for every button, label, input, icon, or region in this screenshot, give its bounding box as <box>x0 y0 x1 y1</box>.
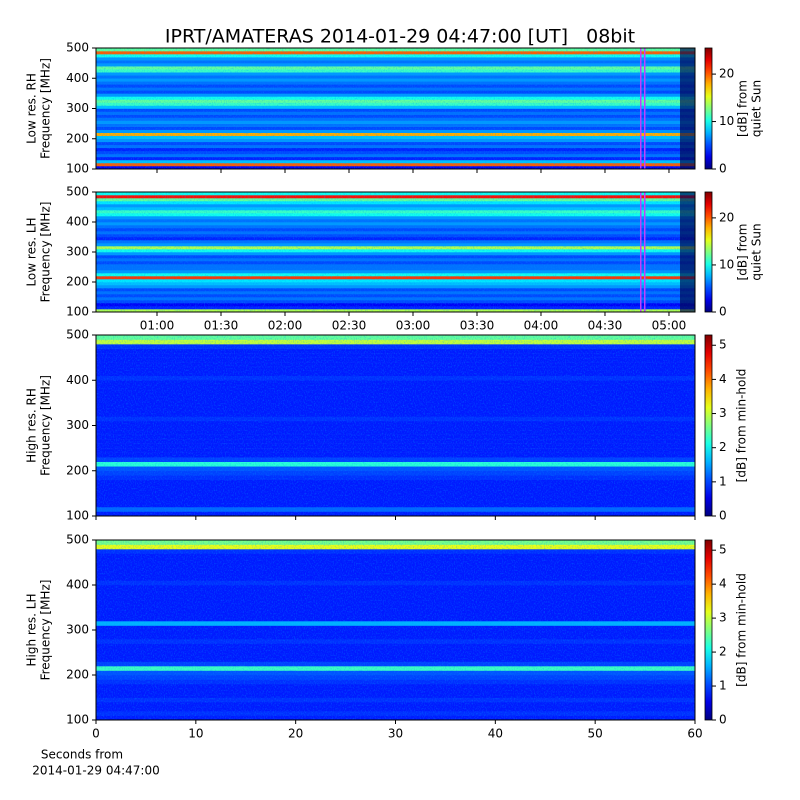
colorbar-label: [dB] from min-hold <box>735 369 749 483</box>
y-tick-label: 200 <box>66 275 89 289</box>
colorbar-label: [dB] from <box>736 80 750 137</box>
x-axis-label: 2014-01-29 04:47:00 <box>32 764 159 778</box>
marker-line <box>640 192 642 312</box>
marker-line <box>644 192 646 312</box>
y-tick-label: 300 <box>66 101 89 115</box>
y-tick-label: 200 <box>66 668 89 682</box>
colorbar-tick-label: 5 <box>719 338 727 352</box>
colorbar-tick-label: 0 <box>719 509 727 523</box>
x-tick-label: 03:30 <box>460 319 495 333</box>
colorbar-tick-label: 5 <box>719 543 727 557</box>
y-tick-label: 400 <box>66 373 89 387</box>
x-tick-label: 30 <box>388 727 403 741</box>
x-tick-label: 02:30 <box>332 319 367 333</box>
colorbar-tick-label: 20 <box>719 210 734 224</box>
y-tick-label: 400 <box>66 215 89 229</box>
end-band <box>680 48 695 169</box>
y-tick-label: 500 <box>66 533 89 547</box>
y-axis-label: Low res. LH <box>25 217 39 286</box>
colorbar-tick-label: 20 <box>719 67 734 81</box>
x-tick-label: 10 <box>188 727 203 741</box>
texture <box>96 192 695 312</box>
y-axis-label: Frequency [MHz] <box>39 375 53 476</box>
colorbar-label: quiet Sun <box>750 80 764 137</box>
y-axis-label: Low res. RH <box>25 73 39 144</box>
x-tick-label: 60 <box>687 727 702 741</box>
texture <box>96 335 695 516</box>
colorbar <box>704 334 713 517</box>
x-tick-label: 20 <box>288 727 303 741</box>
y-tick-label: 500 <box>66 41 89 55</box>
x-tick-label: 02:00 <box>268 319 303 333</box>
x-tick-label: 40 <box>488 727 503 741</box>
colorbar-tick-label: 1 <box>719 679 727 693</box>
colorbar-tick-label: 0 <box>719 162 727 176</box>
colorbar <box>704 539 713 721</box>
y-axis-label: High res. LH <box>25 593 39 666</box>
y-tick-label: 500 <box>66 328 89 342</box>
y-tick-label: 100 <box>66 713 89 727</box>
y-tick-label: 300 <box>66 623 89 637</box>
x-tick-label: 01:00 <box>140 319 175 333</box>
colorbar <box>704 191 713 313</box>
colorbar-tick-label: 4 <box>719 372 727 386</box>
colorbar-label: [dB] from <box>736 224 750 281</box>
colorbar-tick-label: 10 <box>719 257 734 271</box>
y-tick-label: 100 <box>66 509 89 523</box>
y-tick-label: 400 <box>66 578 89 592</box>
x-tick-label: 01:30 <box>204 319 239 333</box>
y-tick-label: 300 <box>66 245 89 259</box>
colorbar-label: quiet Sun <box>750 223 764 280</box>
y-axis-label: Frequency [MHz] <box>39 202 53 303</box>
end-band <box>680 192 695 312</box>
x-tick-label: 50 <box>588 727 603 741</box>
y-tick-label: 500 <box>66 185 89 199</box>
x-tick-label: 05:00 <box>652 319 687 333</box>
x-tick-label: 03:00 <box>396 319 431 333</box>
colorbar-tick-label: 2 <box>719 440 727 454</box>
colorbar-label: [dB] from min-hold <box>735 573 749 687</box>
colorbar-tick-label: 2 <box>719 645 727 659</box>
colorbar-tick-label: 0 <box>719 713 727 727</box>
x-tick-label: 0 <box>92 727 100 741</box>
marker-line <box>640 48 642 169</box>
colorbar-tick-label: 10 <box>719 114 734 128</box>
y-axis-label: High res. RH <box>25 388 39 463</box>
colorbar-tick-label: 3 <box>719 611 727 625</box>
y-axis-label: Frequency [MHz] <box>39 58 53 159</box>
marker-line <box>644 48 646 169</box>
colorbar-tick-label: 3 <box>719 406 727 420</box>
y-tick-label: 200 <box>66 131 89 145</box>
x-tick-label: 04:00 <box>524 319 559 333</box>
colorbar-tick-label: 4 <box>719 577 727 591</box>
y-axis-label: Frequency [MHz] <box>39 580 53 681</box>
y-tick-label: 100 <box>66 162 89 176</box>
chart-title: IPRT/AMATERAS 2014-01-29 04:47:00 [UT] 0… <box>165 26 635 48</box>
y-tick-label: 400 <box>66 71 89 85</box>
y-tick-label: 300 <box>66 418 89 432</box>
y-tick-label: 200 <box>66 463 89 477</box>
x-tick-label: 04:30 <box>588 319 623 333</box>
colorbar-tick-label: 1 <box>719 474 727 488</box>
texture <box>96 540 695 720</box>
y-tick-label: 100 <box>66 305 89 319</box>
colorbar-tick-label: 0 <box>719 305 727 319</box>
texture <box>96 48 695 169</box>
x-axis-label: Seconds from <box>41 748 123 762</box>
colorbar <box>704 47 713 170</box>
